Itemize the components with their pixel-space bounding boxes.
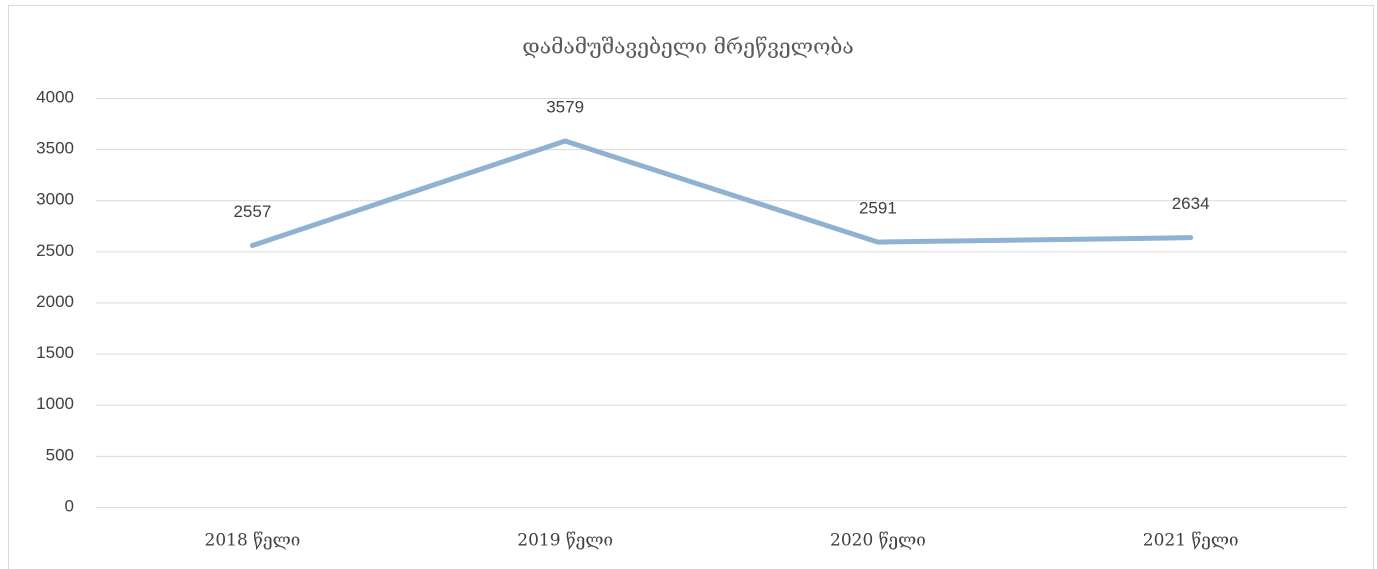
data-label: 2591 <box>859 199 897 218</box>
x-tick-label: 2021 წელი <box>1143 531 1239 551</box>
y-tick-label: 4000 <box>36 87 74 106</box>
x-tick-label: 2019 წელი <box>517 531 613 551</box>
y-tick-label: 3500 <box>36 139 74 158</box>
y-tick-label: 2500 <box>36 241 74 260</box>
line <box>249 138 1194 249</box>
y-tick-label: 2000 <box>36 292 74 311</box>
y-tick-label: 1500 <box>36 343 74 362</box>
chart-title: დამამუშავებელი მრეწველობა <box>522 35 854 59</box>
y-tick-label: 500 <box>46 445 74 464</box>
chart-frame <box>8 5 1374 569</box>
data-label: 2634 <box>1172 194 1210 213</box>
y-tick-label: 3000 <box>36 190 74 209</box>
x-tick-label: 2020 წელი <box>830 531 926 551</box>
x-tick-label: 2018 წელი <box>205 531 301 551</box>
y-tick-label: 0 <box>65 496 74 515</box>
data-label: 3579 <box>546 98 584 117</box>
y-tick-label: 1000 <box>36 394 74 413</box>
data-label: 2557 <box>233 202 271 221</box>
